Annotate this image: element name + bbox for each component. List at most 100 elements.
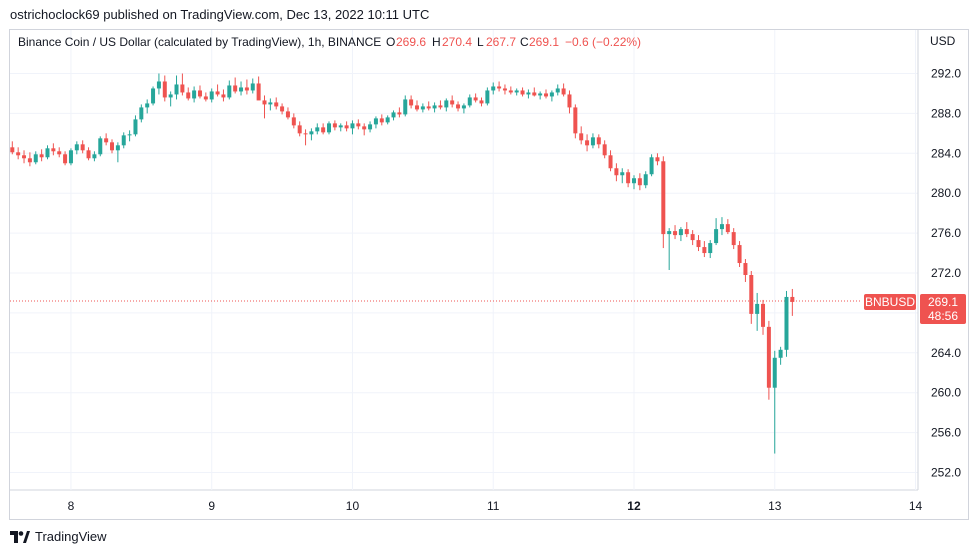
- candle[interactable]: [121, 132, 126, 149]
- candle[interactable]: [332, 120, 337, 131]
- candle[interactable]: [655, 153, 660, 166]
- candle[interactable]: [203, 92, 208, 102]
- candle[interactable]: [63, 151, 68, 166]
- candle[interactable]: [250, 78, 255, 94]
- candle[interactable]: [327, 121, 332, 135]
- candle[interactable]: [338, 123, 343, 132]
- candle[interactable]: [661, 156, 666, 249]
- candle[interactable]: [57, 147, 62, 158]
- candle[interactable]: [561, 83, 566, 97]
- candle[interactable]: [637, 173, 642, 191]
- candle[interactable]: [80, 140, 85, 154]
- candle[interactable]: [180, 73, 185, 96]
- candle[interactable]: [532, 87, 537, 97]
- candle[interactable]: [22, 150, 27, 164]
- candle[interactable]: [667, 228, 672, 271]
- candle[interactable]: [473, 93, 478, 103]
- candle[interactable]: [86, 147, 91, 161]
- candle[interactable]: [68, 148, 73, 166]
- candle[interactable]: [233, 77, 238, 94]
- candle[interactable]: [549, 90, 554, 102]
- candle[interactable]: [737, 241, 742, 268]
- candle[interactable]: [74, 141, 79, 155]
- candle[interactable]: [280, 103, 285, 115]
- candle[interactable]: [303, 129, 308, 146]
- candle[interactable]: [573, 104, 578, 139]
- candle[interactable]: [315, 123, 320, 135]
- candle[interactable]: [45, 145, 50, 160]
- candle[interactable]: [151, 86, 156, 106]
- candle[interactable]: [778, 346, 783, 365]
- tradingview-brand[interactable]: TradingView: [10, 529, 107, 544]
- candle[interactable]: [297, 121, 302, 137]
- candle[interactable]: [373, 116, 378, 129]
- candle[interactable]: [239, 81, 244, 96]
- candle[interactable]: [133, 115, 138, 137]
- candle[interactable]: [379, 114, 384, 126]
- candle[interactable]: [262, 95, 267, 119]
- candle[interactable]: [110, 139, 115, 154]
- candle[interactable]: [514, 88, 519, 96]
- candle[interactable]: [755, 292, 760, 331]
- candle[interactable]: [10, 141, 15, 155]
- candle[interactable]: [696, 235, 701, 252]
- candle[interactable]: [215, 84, 220, 97]
- candle[interactable]: [538, 91, 543, 100]
- candle[interactable]: [127, 130, 132, 142]
- candle[interactable]: [291, 113, 296, 129]
- candle[interactable]: [321, 123, 326, 135]
- candle[interactable]: [678, 227, 683, 242]
- candle[interactable]: [221, 89, 226, 102]
- candle[interactable]: [344, 121, 349, 132]
- candle[interactable]: [520, 87, 525, 97]
- candle[interactable]: [567, 90, 572, 114]
- candle[interactable]: [450, 95, 455, 108]
- candle[interactable]: [719, 217, 724, 236]
- candle[interactable]: [444, 98, 449, 112]
- candle[interactable]: [456, 101, 461, 112]
- candle[interactable]: [27, 152, 32, 167]
- candle[interactable]: [614, 163, 619, 182]
- candle[interactable]: [186, 87, 191, 101]
- candle[interactable]: [502, 84, 507, 95]
- candle[interactable]: [350, 120, 355, 135]
- candle[interactable]: [162, 75, 167, 102]
- candle[interactable]: [579, 126, 584, 145]
- candle[interactable]: [168, 91, 173, 107]
- candle[interactable]: [156, 73, 161, 95]
- candle[interactable]: [491, 82, 496, 95]
- candle[interactable]: [244, 79, 249, 95]
- candle[interactable]: [385, 115, 390, 125]
- candle[interactable]: [749, 271, 754, 324]
- candle[interactable]: [268, 98, 273, 111]
- candle[interactable]: [467, 94, 472, 108]
- candle[interactable]: [743, 259, 748, 282]
- candle[interactable]: [784, 290, 789, 357]
- candle[interactable]: [356, 119, 361, 130]
- candle[interactable]: [192, 86, 197, 103]
- candle[interactable]: [274, 97, 279, 110]
- candle[interactable]: [673, 225, 678, 240]
- candle[interactable]: [596, 134, 601, 149]
- candle[interactable]: [104, 133, 109, 146]
- candle[interactable]: [602, 140, 607, 159]
- candle[interactable]: [643, 171, 648, 189]
- candle[interactable]: [631, 175, 636, 190]
- candle[interactable]: [92, 151, 97, 162]
- candle[interactable]: [115, 142, 120, 163]
- candle[interactable]: [256, 76, 261, 101]
- candle[interactable]: [397, 107, 402, 118]
- candle[interactable]: [649, 154, 654, 177]
- candle[interactable]: [620, 168, 625, 184]
- candle[interactable]: [508, 86, 513, 95]
- candle[interactable]: [362, 123, 367, 136]
- candle[interactable]: [391, 110, 396, 121]
- candle[interactable]: [368, 121, 373, 133]
- candle[interactable]: [544, 89, 549, 99]
- candle[interactable]: [426, 101, 431, 111]
- candle[interactable]: [479, 97, 484, 107]
- candle[interactable]: [33, 151, 38, 165]
- candle[interactable]: [684, 222, 689, 238]
- candle[interactable]: [461, 103, 466, 114]
